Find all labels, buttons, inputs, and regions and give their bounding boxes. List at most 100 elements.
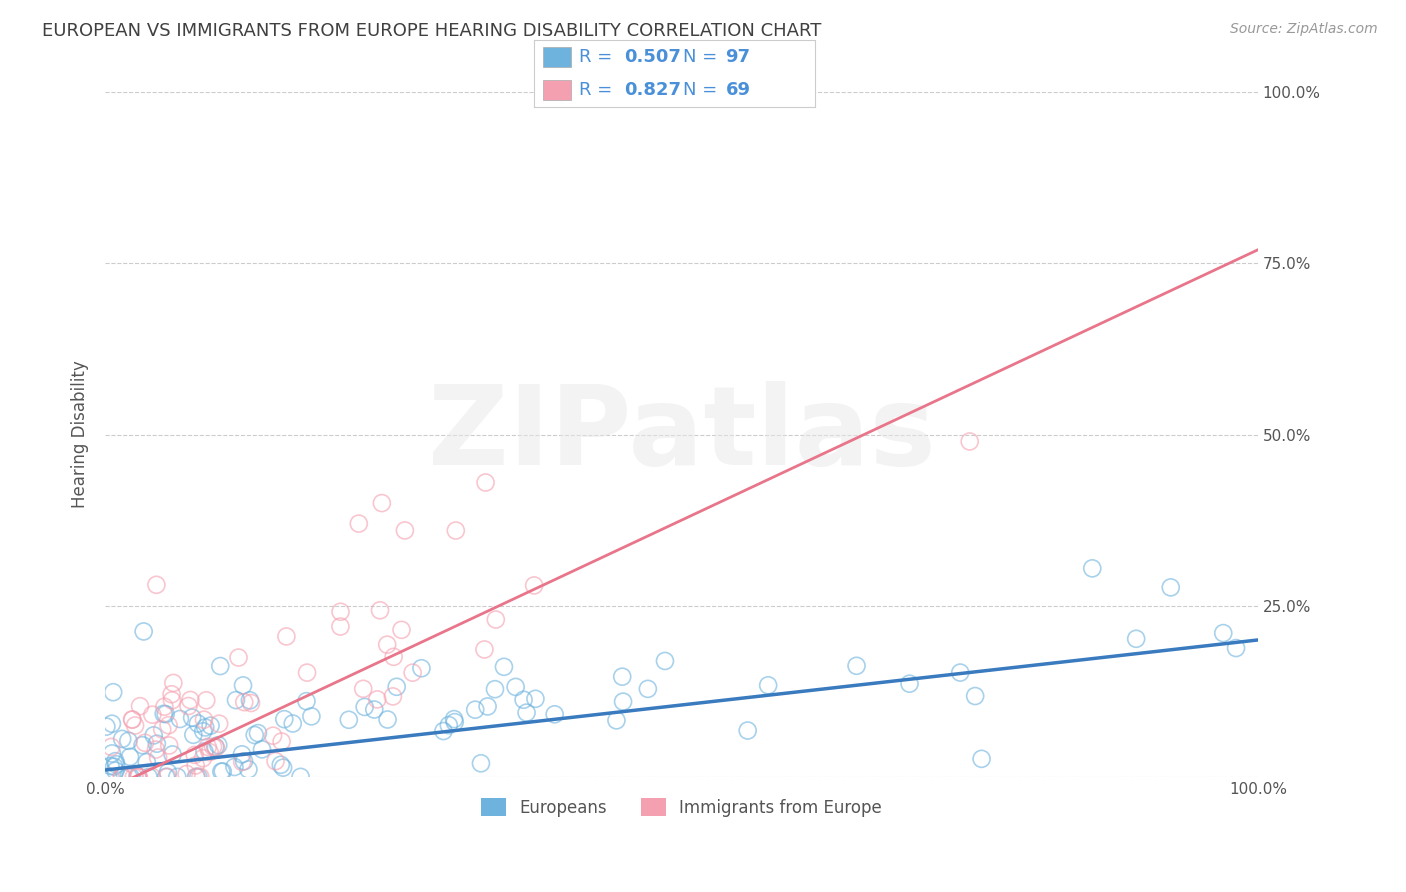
Point: [262, 729, 284, 743]
Point: [1225, 641, 1247, 656]
Point: [198, 745, 221, 759]
Point: [211, 764, 233, 779]
Point: [444, 524, 467, 538]
Point: [1212, 626, 1234, 640]
Point: [411, 661, 433, 675]
Point: [122, 770, 145, 784]
Point: [264, 754, 287, 768]
Point: [1125, 632, 1147, 646]
Point: [432, 724, 454, 739]
Point: [470, 756, 492, 771]
Point: [193, 724, 215, 739]
Point: [194, 721, 217, 735]
Point: [464, 703, 486, 717]
Point: [103, 685, 125, 699]
Point: [135, 755, 157, 769]
Point: [177, 699, 200, 714]
Text: R =: R =: [579, 47, 619, 65]
Point: [127, 770, 149, 784]
Point: [193, 744, 215, 758]
Point: [485, 613, 508, 627]
Point: [516, 706, 538, 720]
Point: [191, 751, 214, 765]
Point: [100, 759, 122, 773]
Point: [209, 659, 232, 673]
Point: [605, 714, 627, 728]
Point: [949, 665, 972, 680]
Point: [276, 630, 298, 644]
Point: [146, 750, 169, 764]
Legend: Europeans, Immigrants from Europe: Europeans, Immigrants from Europe: [475, 792, 889, 823]
Point: [121, 713, 143, 727]
Point: [105, 757, 128, 772]
Point: [209, 764, 232, 779]
Point: [231, 747, 253, 762]
Point: [176, 767, 198, 781]
Point: [225, 693, 247, 707]
Point: [492, 660, 515, 674]
Point: [124, 718, 146, 732]
Point: [271, 761, 294, 775]
Bar: [543, 47, 571, 67]
Point: [111, 731, 134, 746]
Point: [132, 624, 155, 639]
Point: [238, 763, 260, 777]
Point: [184, 770, 207, 784]
Point: [337, 713, 360, 727]
Point: [329, 605, 352, 619]
Point: [103, 759, 125, 773]
Point: [131, 738, 153, 752]
Point: [169, 712, 191, 726]
Point: [117, 733, 139, 747]
Point: [612, 695, 634, 709]
Point: [371, 496, 394, 510]
Point: [368, 603, 391, 617]
Point: [898, 676, 921, 690]
Point: [111, 770, 134, 784]
Point: [156, 770, 179, 784]
Point: [612, 670, 634, 684]
Point: [97, 770, 120, 784]
Text: 97: 97: [725, 47, 751, 65]
Point: [138, 770, 160, 784]
Point: [183, 728, 205, 742]
Point: [246, 726, 269, 740]
Point: [179, 693, 201, 707]
Point: [141, 770, 163, 784]
Point: [377, 713, 399, 727]
Point: [205, 740, 228, 755]
Point: [474, 475, 496, 490]
Point: [329, 619, 352, 633]
Point: [484, 682, 506, 697]
Text: N =: N =: [683, 81, 723, 99]
Point: [233, 695, 256, 709]
Point: [117, 770, 139, 784]
Point: [104, 754, 127, 768]
Point: [157, 718, 180, 732]
Point: [157, 739, 180, 753]
Point: [737, 723, 759, 738]
Point: [224, 760, 246, 774]
Text: R =: R =: [579, 81, 619, 99]
Point: [391, 623, 413, 637]
Point: [187, 770, 209, 784]
Point: [146, 737, 169, 751]
Point: [193, 713, 215, 727]
Point: [295, 665, 318, 680]
Point: [200, 719, 222, 733]
Point: [290, 770, 312, 784]
Point: [965, 689, 987, 703]
Point: [477, 699, 499, 714]
Y-axis label: Hearing Disability: Hearing Disability: [72, 360, 89, 508]
Point: [98, 770, 121, 784]
Point: [239, 693, 262, 707]
Point: [150, 723, 173, 737]
Point: [197, 739, 219, 754]
Text: EUROPEAN VS IMMIGRANTS FROM EUROPE HEARING DISABILITY CORRELATION CHART: EUROPEAN VS IMMIGRANTS FROM EUROPE HEARI…: [42, 22, 821, 40]
Point: [385, 680, 408, 694]
Point: [347, 516, 370, 531]
Point: [959, 434, 981, 449]
Point: [129, 699, 152, 714]
Bar: [543, 80, 571, 100]
Point: [299, 709, 322, 723]
